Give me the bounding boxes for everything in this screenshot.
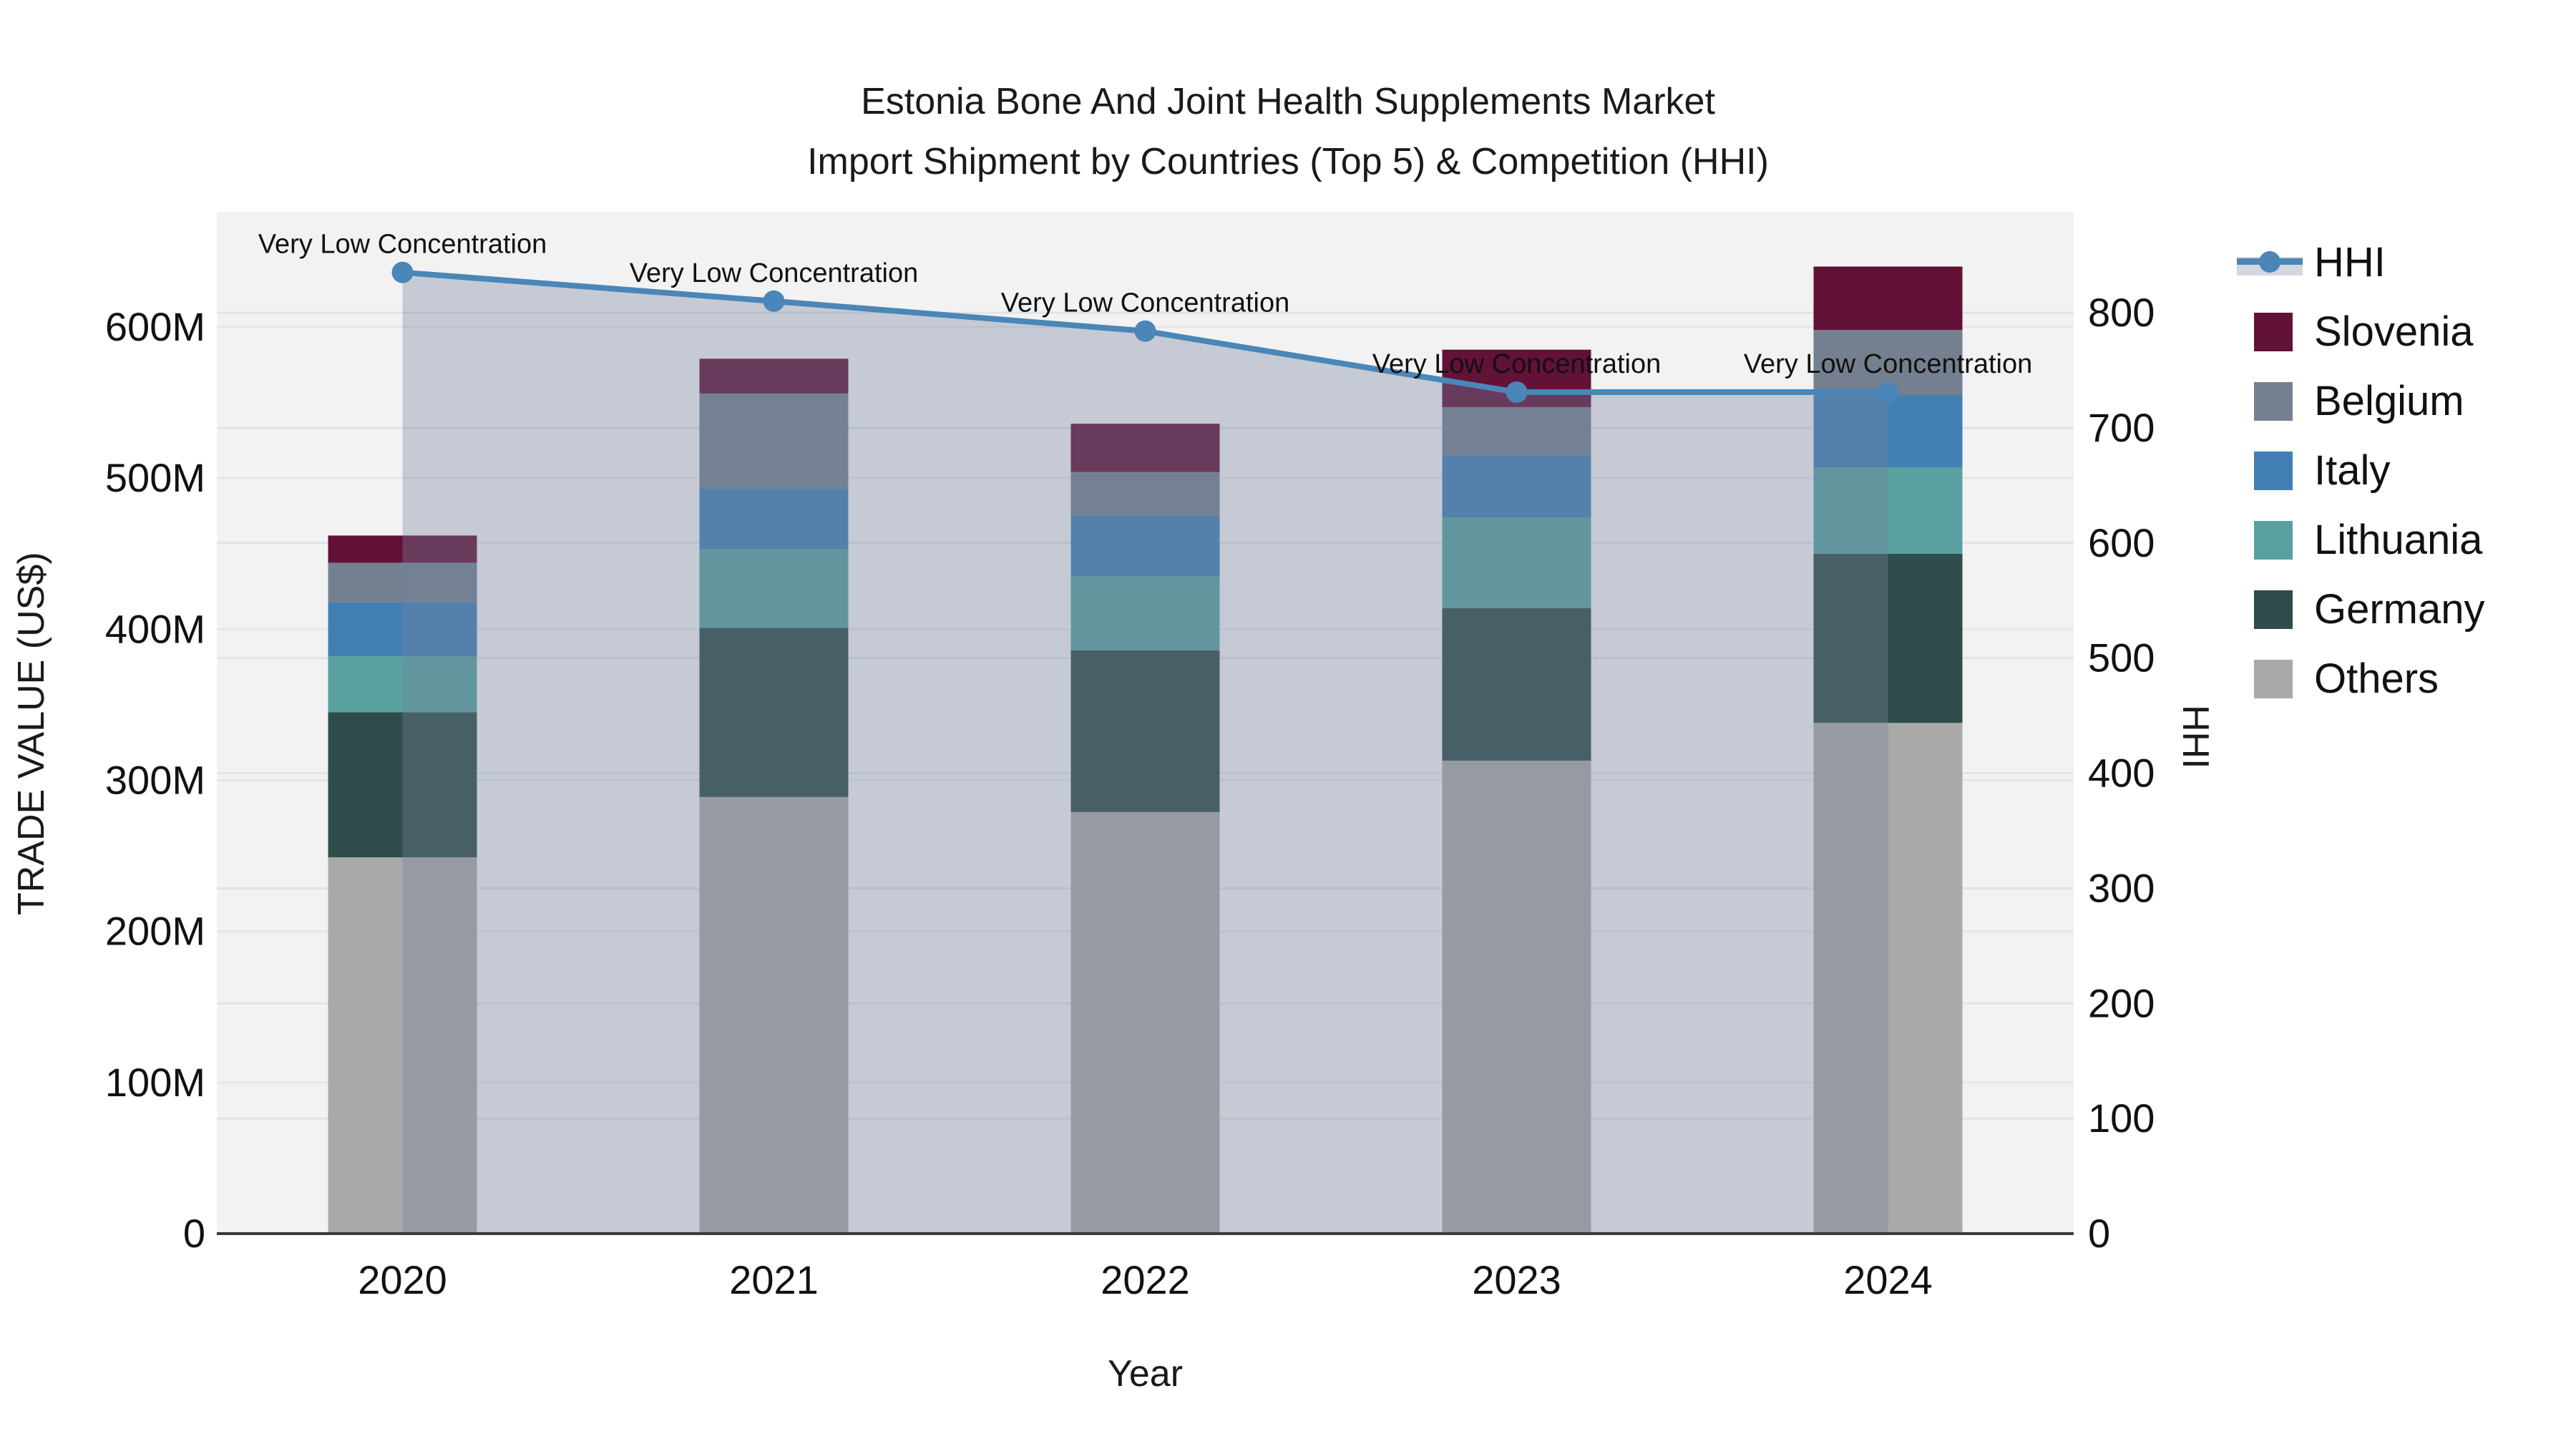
bar-segment-2021-others[interactable] bbox=[699, 796, 849, 1234]
y-right-tick-800: 800 bbox=[2088, 290, 2155, 335]
legend-item-belgium[interactable]: Belgium bbox=[2254, 366, 2485, 436]
bar-segment-2020-italy[interactable] bbox=[328, 602, 477, 657]
hhi-point-2024[interactable] bbox=[1877, 381, 1899, 404]
bar-segment-2023-others[interactable] bbox=[1442, 761, 1591, 1234]
bar-segment-2024-others[interactable] bbox=[1813, 723, 1963, 1234]
bar-segment-2020-others[interactable] bbox=[328, 857, 477, 1234]
legend-label: Others bbox=[2314, 655, 2439, 702]
y-left-tick-0: 0 bbox=[183, 1211, 205, 1256]
y-right-tick-700: 700 bbox=[2088, 405, 2155, 450]
legend-label: Belgium bbox=[2314, 378, 2464, 424]
legend-swatch-germany bbox=[2254, 590, 2293, 629]
bar-segment-2024-germany[interactable] bbox=[1813, 553, 1963, 723]
y-right-tick-600: 600 bbox=[2088, 520, 2155, 565]
bar-segment-2023-germany[interactable] bbox=[1442, 608, 1591, 761]
y-left-tick-100M: 100M bbox=[105, 1060, 205, 1105]
y-right-tick-0: 0 bbox=[2088, 1211, 2110, 1256]
annotation-2023: Very Low Concentration bbox=[1372, 349, 1661, 379]
bar-segment-2021-slovenia[interactable] bbox=[699, 358, 849, 394]
bar-segment-2023-italy[interactable] bbox=[1442, 455, 1591, 518]
legend-swatch-belgium bbox=[2254, 381, 2293, 421]
legend-label: Germany bbox=[2314, 586, 2485, 633]
y-right-tick-500: 500 bbox=[2088, 635, 2155, 680]
y-axis-right-title: HHI bbox=[2175, 705, 2216, 769]
y-right-tick-200: 200 bbox=[2088, 980, 2155, 1025]
legend-label: Lithuania bbox=[2314, 517, 2483, 563]
legend-item-hhi[interactable]: HHI bbox=[2237, 228, 2485, 297]
chart-title-line1: Estonia Bone And Joint Health Supplement… bbox=[861, 81, 1715, 122]
bar-segment-2022-belgium[interactable] bbox=[1070, 472, 1220, 516]
bar-segment-2020-belgium[interactable] bbox=[328, 562, 477, 602]
x-tick-2024: 2024 bbox=[1843, 1257, 1933, 1302]
bar-segment-2022-others[interactable] bbox=[1070, 811, 1220, 1234]
legend-item-slovenia[interactable]: Slovenia bbox=[2254, 297, 2485, 366]
hhi-line-icon bbox=[2237, 247, 2303, 278]
bar-segment-2020-lithuania[interactable] bbox=[328, 656, 477, 713]
bar-segment-2023-belgium[interactable] bbox=[1442, 406, 1591, 456]
y-right-tick-300: 300 bbox=[2088, 865, 2155, 910]
x-tick-2021: 2021 bbox=[729, 1257, 819, 1302]
annotation-2020: Very Low Concentration bbox=[258, 230, 547, 260]
y-right-tick-400: 400 bbox=[2088, 751, 2155, 796]
legend: HHI Slovenia Belgium Italy Lithuania Germany O… bbox=[2237, 228, 2485, 713]
hhi-point-2023[interactable] bbox=[1506, 381, 1528, 404]
legend-label: Slovenia bbox=[2314, 308, 2474, 355]
hhi-point-2020[interactable] bbox=[391, 261, 414, 283]
legend-swatch-others bbox=[2254, 659, 2293, 698]
chart-title-line2: Import Shipment by Countries (Top 5) & C… bbox=[807, 141, 1769, 182]
y-right-tick-100: 100 bbox=[2088, 1096, 2155, 1141]
annotation-2024: Very Low Concentration bbox=[1744, 349, 2032, 379]
bar-segment-2021-italy[interactable] bbox=[699, 488, 849, 550]
legend-swatch-lithuania bbox=[2254, 520, 2293, 560]
hhi-point-2022[interactable] bbox=[1134, 320, 1156, 342]
y-left-tick-400M: 400M bbox=[105, 606, 205, 651]
bar-segment-2021-lithuania[interactable] bbox=[699, 549, 849, 628]
bar-segment-2020-slovenia[interactable] bbox=[328, 535, 477, 563]
legend-item-italy[interactable]: Italy bbox=[2254, 436, 2485, 505]
bar-segment-2024-italy[interactable] bbox=[1813, 395, 1963, 468]
hhi-area-fill bbox=[402, 272, 1888, 1234]
bar-segment-2022-germany[interactable] bbox=[1070, 650, 1220, 812]
legend-swatch-slovenia bbox=[2254, 312, 2293, 351]
bar-segment-2024-slovenia[interactable] bbox=[1813, 266, 1963, 331]
y-left-tick-500M: 500M bbox=[105, 455, 205, 500]
y-left-tick-200M: 200M bbox=[105, 909, 205, 954]
bar-segment-2023-lithuania[interactable] bbox=[1442, 517, 1591, 608]
chart-title: Estonia Bone And Joint Health Supplement… bbox=[0, 72, 2576, 192]
bar-segment-2024-lithuania[interactable] bbox=[1813, 467, 1963, 554]
bar-segment-2022-slovenia[interactable] bbox=[1070, 424, 1220, 472]
legend-swatch-italy bbox=[2254, 451, 2293, 490]
legend-item-others[interactable]: Others bbox=[2254, 644, 2485, 713]
y-left-tick-600M: 600M bbox=[105, 304, 205, 349]
legend-item-germany[interactable]: Germany bbox=[2254, 575, 2485, 644]
bar-segment-2022-lithuania[interactable] bbox=[1070, 576, 1220, 650]
annotation-2021: Very Low Concentration bbox=[630, 258, 918, 288]
bar-segment-2021-belgium[interactable] bbox=[699, 393, 849, 489]
x-axis-title: Year bbox=[1107, 1353, 1184, 1395]
x-tick-2023: 2023 bbox=[1472, 1257, 1561, 1302]
bar-segment-2022-italy[interactable] bbox=[1070, 515, 1220, 577]
annotation-2022: Very Low Concentration bbox=[1001, 288, 1289, 318]
x-tick-2022: 2022 bbox=[1101, 1257, 1190, 1302]
bar-segment-2021-germany[interactable] bbox=[699, 628, 849, 797]
legend-label: Italy bbox=[2314, 447, 2391, 494]
hhi-point-2021[interactable] bbox=[763, 290, 785, 312]
y-left-tick-300M: 300M bbox=[105, 758, 205, 803]
bar-segment-2020-germany[interactable] bbox=[328, 712, 477, 858]
x-tick-2020: 2020 bbox=[358, 1257, 447, 1302]
legend-item-lithuania[interactable]: Lithuania bbox=[2254, 505, 2485, 575]
legend-label: HHI bbox=[2314, 239, 2386, 286]
y-axis-left-title: TRADE VALUE (US$) bbox=[11, 552, 52, 915]
